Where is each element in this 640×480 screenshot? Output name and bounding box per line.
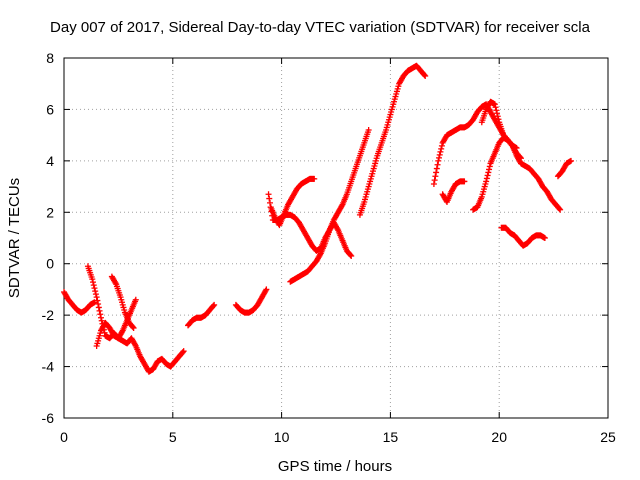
data-point [436,151,443,158]
y-tick-label: 0 [46,256,54,272]
data-point [93,294,100,301]
data-point [434,161,441,168]
series-arc-8 [267,175,318,229]
data-series [61,62,575,375]
data-point [112,280,119,286]
data-point [211,301,218,308]
data-point [492,104,499,111]
data-point [438,145,445,152]
data-point [461,178,468,185]
data-point [262,287,269,294]
series-arc-3 [93,296,139,349]
data-point [263,286,270,293]
series-arc-14 [478,98,564,213]
series-arc-6 [232,286,270,316]
data-point [494,110,501,117]
x-axis-label: GPS time / hours [278,458,392,475]
data-point [557,206,564,213]
data-point [98,317,105,324]
y-tick-label: 6 [46,101,54,117]
data-point [179,349,186,355]
x-tick-label: 10 [274,429,290,445]
data-point [97,314,104,321]
series-arc-10 [356,62,429,218]
data-point [435,154,442,161]
data-point [433,165,440,172]
data-point [95,301,102,307]
data-point [438,142,445,149]
series-arc-15 [498,224,548,249]
data-point [486,166,493,173]
data-point [95,304,102,311]
series-arc-2 [84,263,187,375]
y-tick-label: 4 [46,153,54,169]
data-point [94,297,101,304]
data-point [491,101,498,108]
y-tick-label: -6 [42,410,55,426]
data-point [92,288,99,295]
x-tick-label: 5 [169,429,177,445]
data-point [421,72,428,79]
y-tick-label: 2 [46,204,54,220]
data-point [210,302,217,309]
x-tick-label: 0 [60,429,68,445]
data-point [132,341,139,348]
data-point [485,169,492,176]
data-point [129,324,136,331]
data-point [430,181,437,187]
data-point [493,107,500,114]
data-point [265,191,272,198]
data-point [541,235,548,241]
x-tick-label: 20 [491,429,507,445]
data-point [495,116,502,123]
data-point [180,348,187,355]
data-point [483,178,490,185]
data-point [348,253,355,259]
data-point [437,148,444,155]
data-point [486,163,493,170]
data-point [556,205,563,212]
y-tick-label: 8 [46,50,54,66]
series-arc-5 [185,301,218,329]
y-tick-label: -4 [42,359,55,375]
series-arc-12 [439,178,468,205]
data-point [435,157,442,164]
data-point [365,127,372,133]
plot-frame [63,57,609,419]
data-point [96,307,103,314]
axis-ticks: 0 5 10 15 20 25 -6 -4 -2 0 2 4 6 8 [42,50,616,445]
data-point [422,73,429,79]
data-point [266,195,273,202]
data-point [483,175,490,182]
data-point [347,252,354,259]
data-point [91,285,98,292]
chart-title: Day 007 of 2017, Sidereal Day-to-day VTE… [50,19,591,36]
data-point [431,177,438,184]
series-arc-13 [470,134,524,213]
series-arc-1 [61,289,98,316]
data-point [432,173,439,180]
data-point [311,175,318,182]
data-point [568,157,575,164]
data-point [266,199,273,206]
series-arc-16 [554,157,575,180]
y-axis-label: SDTVAR / TECUs [6,178,23,298]
data-point [494,113,501,120]
data-point [132,296,139,303]
data-point [92,291,99,298]
x-tick-label: 15 [383,429,399,445]
series-arc-11 [430,101,520,187]
data-point [484,172,491,179]
series-arc-4 [108,273,137,331]
x-tick-label: 25 [600,429,616,445]
data-point [97,311,104,318]
series-arc-9 [287,127,372,285]
data-point [89,276,96,283]
data-point [90,279,97,286]
y-tick-label: -2 [42,307,55,323]
data-point [130,325,137,331]
data-point [90,282,97,289]
data-point [433,169,440,176]
